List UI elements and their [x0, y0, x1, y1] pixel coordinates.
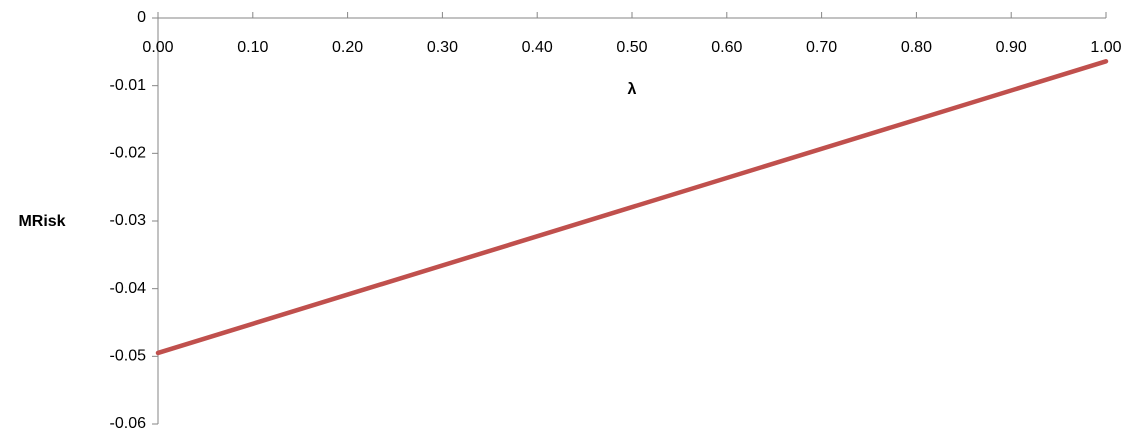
- x-tick-label: 0.70: [806, 39, 837, 56]
- x-tick-label: 0.20: [332, 39, 363, 56]
- y-tick-label: -0.02: [110, 145, 147, 162]
- y-tick-label: -0.03: [110, 212, 147, 229]
- y-tick-label: -0.06: [110, 415, 147, 432]
- y-tick-label: -0.05: [110, 348, 147, 365]
- y-axis-title: MRisk: [18, 213, 65, 230]
- y-tick-label: -0.04: [110, 280, 147, 297]
- x-tick-label: 0.60: [711, 39, 742, 56]
- x-tick-label: 1.00: [1090, 39, 1121, 56]
- x-tick-label: 0.00: [142, 39, 173, 56]
- x-tick-label: 0.40: [522, 39, 553, 56]
- y-tick-label: 0: [137, 9, 146, 26]
- x-tick-label: 0.30: [427, 39, 458, 56]
- data-line: [155, 59, 1109, 356]
- y-tick-label: -0.01: [110, 77, 147, 94]
- x-axis-title: λ: [628, 81, 637, 98]
- x-tick-label: 0.10: [237, 39, 268, 56]
- x-tick-label: 0.80: [901, 39, 932, 56]
- x-tick-label: 0.90: [996, 39, 1027, 56]
- x-tick-label: 0.50: [616, 39, 647, 56]
